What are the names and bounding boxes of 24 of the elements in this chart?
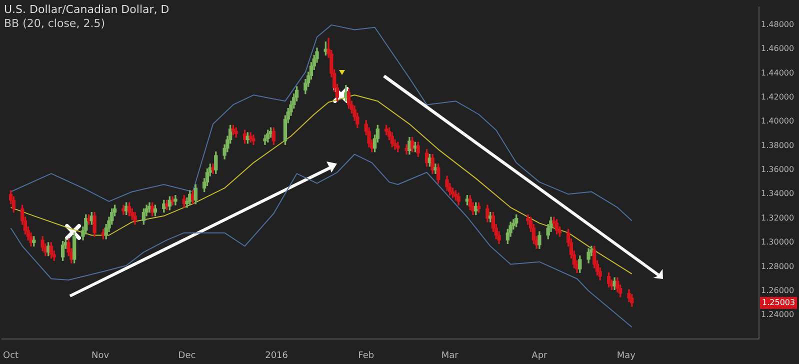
y-tick-label: 1.24000: [761, 310, 794, 320]
y-tick-label: 1.34000: [761, 189, 794, 198]
x-tick-label: Nov: [92, 350, 110, 361]
x-tick-label: May: [616, 350, 636, 361]
y-tick-label: 1.26000: [761, 286, 794, 295]
y-tick-label: 1.30000: [761, 238, 794, 247]
x-tick-label: Oct: [3, 350, 20, 361]
y-tick-label: 1.38000: [761, 140, 794, 150]
text: 1.25003: [762, 298, 796, 307]
y-tick-label: 1.46000: [761, 44, 794, 54]
chart-title: U.S. Dollar/Canadian Dollar, D: [4, 3, 170, 16]
x-tick-label: Feb: [358, 350, 374, 361]
x-tick-label: Mar: [441, 350, 459, 361]
y-tick-label: 1.36000: [761, 165, 794, 174]
text: BB (20, close, 2.5): [4, 17, 105, 30]
y-tick-label: 1.44000: [761, 68, 794, 78]
y-tick-label: 1.28000: [761, 262, 794, 271]
y-tick-label: 1.48000: [761, 20, 794, 30]
x-tick-label: Dec: [178, 350, 196, 361]
y-tick-label: 1.42000: [761, 92, 794, 102]
y-tick-label: 1.40000: [761, 116, 794, 126]
y-tick-label: 1.32000: [761, 213, 794, 222]
x-tick-label: 2016: [265, 350, 288, 361]
x-tick-label: Apr: [532, 350, 548, 361]
